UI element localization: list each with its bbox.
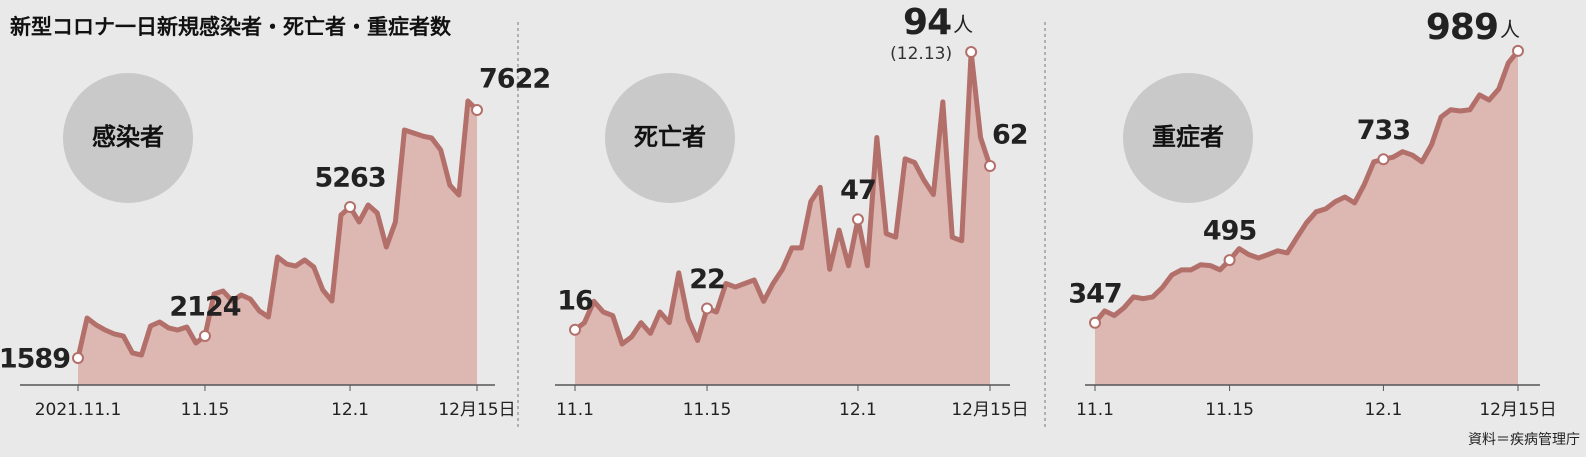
area [1095,50,1518,385]
area [78,101,477,386]
value-label: 62 [992,120,1028,151]
value-label: 94 [903,2,951,43]
marker [344,201,357,214]
value-label: 2124 [169,292,240,323]
x-tick-label: 12月15日 [951,400,1028,420]
panel-label: 感染者 [92,123,164,151]
value-label: 733 [1357,115,1410,146]
x-tick-label: 2021.11.1 [35,400,122,420]
area [575,52,990,386]
marker [984,160,996,172]
label-circle [605,73,735,203]
value-label: 47 [840,175,876,206]
value-label: 22 [689,264,725,295]
chart-title: 新型コロナ一日新規感染者・死亡者・重症者数 [10,15,452,39]
marker [1223,254,1236,267]
x-tick-label: 12.1 [331,400,369,420]
marker [471,104,483,117]
value-label: 347 [1068,278,1121,309]
marker [569,323,581,336]
x-tick-label: 11.1 [1076,400,1114,420]
x-tick-label: 11.1 [556,400,594,420]
marker [851,213,864,226]
value-label: 495 [1203,216,1256,247]
marker [965,46,978,59]
value-label: 5263 [314,163,385,194]
x-tick-label: 12月15日 [1479,400,1556,420]
x-tick-label: 12.1 [839,400,877,420]
panel-label: 重症者 [1152,123,1224,151]
value-label: 16 [557,285,593,316]
unit-label: 人 [1500,17,1520,41]
value-label: 1589 [0,343,70,374]
value-label: 7622 [479,64,550,95]
x-tick-label: 11.15 [1205,400,1254,420]
unit-label: 人 [953,13,973,37]
marker [72,351,84,364]
note-label: (12.13) [890,44,952,64]
label-circle [63,73,193,203]
source: 資料＝疾病管理庁 [1468,432,1580,448]
marker [1089,316,1101,329]
marker [198,330,211,343]
marker [701,302,714,315]
value-label: 989 [1426,7,1498,48]
line [75,98,479,359]
line [573,49,993,347]
x-tick-label: 12.1 [1364,400,1402,420]
x-tick-label: 11.15 [683,400,732,420]
marker [1377,153,1390,166]
x-tick-label: 12月15日 [438,400,515,420]
line [1093,49,1520,325]
label-circle [1123,73,1253,203]
x-tick-label: 11.15 [181,400,230,420]
panel-label: 死亡者 [634,123,706,151]
marker [1512,44,1524,57]
